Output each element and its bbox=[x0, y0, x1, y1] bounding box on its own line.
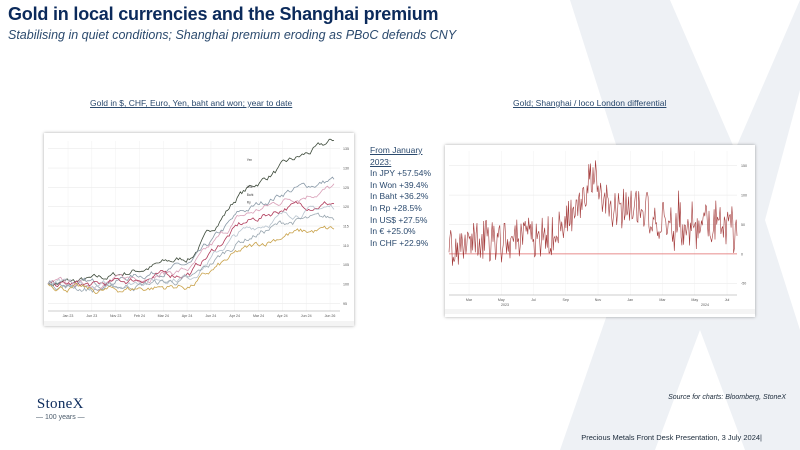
notes-item-label: In Won bbox=[370, 179, 400, 190]
chart-title-gold-currencies: Gold in $, CHF, Euro, Yen, baht and won;… bbox=[90, 98, 293, 108]
series-line bbox=[47, 212, 335, 293]
notes-item-value: +39.4% bbox=[399, 179, 429, 190]
notes-item-label: In Rp bbox=[370, 202, 393, 213]
series-label: Won bbox=[247, 185, 254, 189]
logo-tagline-text: 100 years bbox=[44, 414, 76, 421]
series-label: Yen bbox=[247, 158, 253, 162]
x-tick-label: Jul bbox=[725, 298, 730, 302]
notes-item-label: In Baht bbox=[370, 191, 400, 202]
notes-item: In JPY +57.54% bbox=[370, 168, 431, 180]
logo-name: StoneX bbox=[36, 396, 84, 412]
slide-subtitle: Stabilising in quiet conditions; Shangha… bbox=[8, 28, 457, 42]
x-tick-label: Apr 24 bbox=[182, 314, 193, 318]
chart-footer-strip bbox=[44, 321, 354, 326]
y-tick-label: 130 bbox=[343, 167, 349, 171]
notes-item-label: In JPY bbox=[370, 168, 398, 179]
y-tick-label: 105 bbox=[343, 263, 349, 267]
gold-currencies-plot: 95 100 105 110 115 120 125 130 135 Jan 23 Jun 23 No… bbox=[44, 138, 354, 326]
x-tick-label: Nov bbox=[595, 298, 602, 302]
notes-item: In Won +39.4% bbox=[370, 180, 431, 192]
x-tick-label: Apr 24 bbox=[277, 314, 288, 318]
x-tick-label: Jul bbox=[531, 298, 536, 302]
shanghai-premium-plot: 150 100 50 0 -50 Mar May Jul Sep Nov Jan Mar May Jul 2… bbox=[445, 151, 755, 314]
y-tick-label: 0 bbox=[741, 252, 743, 256]
x-tick-label: Apr 24 bbox=[229, 314, 240, 318]
x-tick-label: Mar 24 bbox=[158, 314, 169, 318]
y-tick-label: 100 bbox=[343, 282, 349, 286]
notes-item-value: +57.54% bbox=[397, 168, 432, 179]
y-tick-label: 95 bbox=[343, 302, 347, 306]
source-note: Source for charts: Bloomberg, StoneX bbox=[668, 394, 786, 401]
year-label: 2023 bbox=[501, 303, 509, 307]
logo-tagline: — 100 years — bbox=[36, 414, 85, 421]
x-tick-label: Jan 23 bbox=[63, 314, 74, 318]
notes-item-value: +36.2% bbox=[399, 191, 429, 202]
x-tick-label: Mar bbox=[659, 298, 666, 302]
x-tick-label: Mar bbox=[466, 298, 473, 302]
performance-notes: From January 2023: In JPY +57.54% In Won … bbox=[370, 145, 431, 249]
x-tick-label: May bbox=[691, 298, 698, 302]
x-tick-label: Jun 23 bbox=[86, 314, 97, 318]
series-line bbox=[47, 176, 335, 291]
stonex-logo: StoneX — 100 years — bbox=[36, 396, 85, 421]
x-tick-label: Jun 24 bbox=[206, 314, 217, 318]
footer-text: Precious Metals Front Desk Presentation,… bbox=[581, 433, 762, 442]
series-line bbox=[47, 138, 335, 287]
y-tick-label: -50 bbox=[741, 282, 746, 286]
y-tick-label: 110 bbox=[343, 244, 349, 248]
chart-title-shanghai-premium: Gold; Shanghai / loco London differentia… bbox=[513, 98, 667, 108]
notes-item: In Rp +28.5% bbox=[370, 203, 431, 215]
series-label: Rp bbox=[247, 201, 251, 205]
shanghai-premium-chart: 150 100 50 0 -50 Mar May Jul Sep Nov Jan Mar May Jul 2… bbox=[445, 145, 755, 317]
year-label: 2024 bbox=[701, 303, 709, 307]
y-tick-label: 150 bbox=[741, 164, 747, 168]
chart-footer-strip bbox=[445, 309, 755, 314]
notes-item-label: In € bbox=[370, 226, 387, 237]
notes-item-value: +27.5% bbox=[398, 214, 428, 225]
notes-item: In CHF +22.9% bbox=[370, 238, 431, 250]
slide-title: Gold in local currencies and the Shangha… bbox=[8, 4, 439, 24]
series-line bbox=[47, 183, 335, 292]
series-line bbox=[448, 160, 738, 266]
y-tick-label: 100 bbox=[741, 194, 747, 198]
series-line bbox=[47, 201, 335, 288]
y-tick-label: 50 bbox=[741, 223, 745, 227]
notes-item-value: +25.0% bbox=[386, 226, 416, 237]
y-tick-label: 135 bbox=[343, 147, 349, 151]
notes-item-label: In US$ bbox=[370, 214, 399, 225]
notes-item-value: +22.9% bbox=[399, 237, 429, 248]
notes-heading-line1: From January bbox=[370, 145, 423, 155]
x-tick-label: Sep bbox=[563, 298, 569, 302]
y-tick-label: 120 bbox=[343, 205, 349, 209]
x-tick-label: Nov 23 bbox=[110, 314, 121, 318]
x-tick-label: Jan bbox=[627, 298, 633, 302]
notes-heading-line2: 2023: bbox=[370, 156, 392, 167]
notes-items: In JPY +57.54% In Won +39.4% In Baht +36.2… bbox=[370, 168, 431, 249]
y-tick-label: 115 bbox=[343, 225, 349, 229]
y-tick-label: 125 bbox=[343, 186, 349, 190]
notes-item-value: +28.5% bbox=[392, 202, 422, 213]
x-tick-label: Feb 24 bbox=[134, 314, 145, 318]
series-label: Baht bbox=[247, 193, 254, 197]
notes-item-label: In CHF bbox=[370, 237, 400, 248]
notes-item: In US$ +27.5% bbox=[370, 215, 431, 227]
series-line bbox=[47, 225, 335, 294]
notes-item: In Baht +36.2% bbox=[370, 191, 431, 203]
x-tick-label: May bbox=[498, 298, 505, 302]
notes-item: In € +25.0% bbox=[370, 226, 431, 238]
x-tick-label: Jun 24 bbox=[301, 314, 312, 318]
gold-currencies-chart: 95 100 105 110 115 120 125 130 135 Jan 23 Jun 23 No… bbox=[44, 133, 354, 326]
x-tick-label: Jun 26 bbox=[325, 314, 336, 318]
x-tick-label: Mar 24 bbox=[253, 314, 264, 318]
series-line bbox=[47, 204, 335, 290]
